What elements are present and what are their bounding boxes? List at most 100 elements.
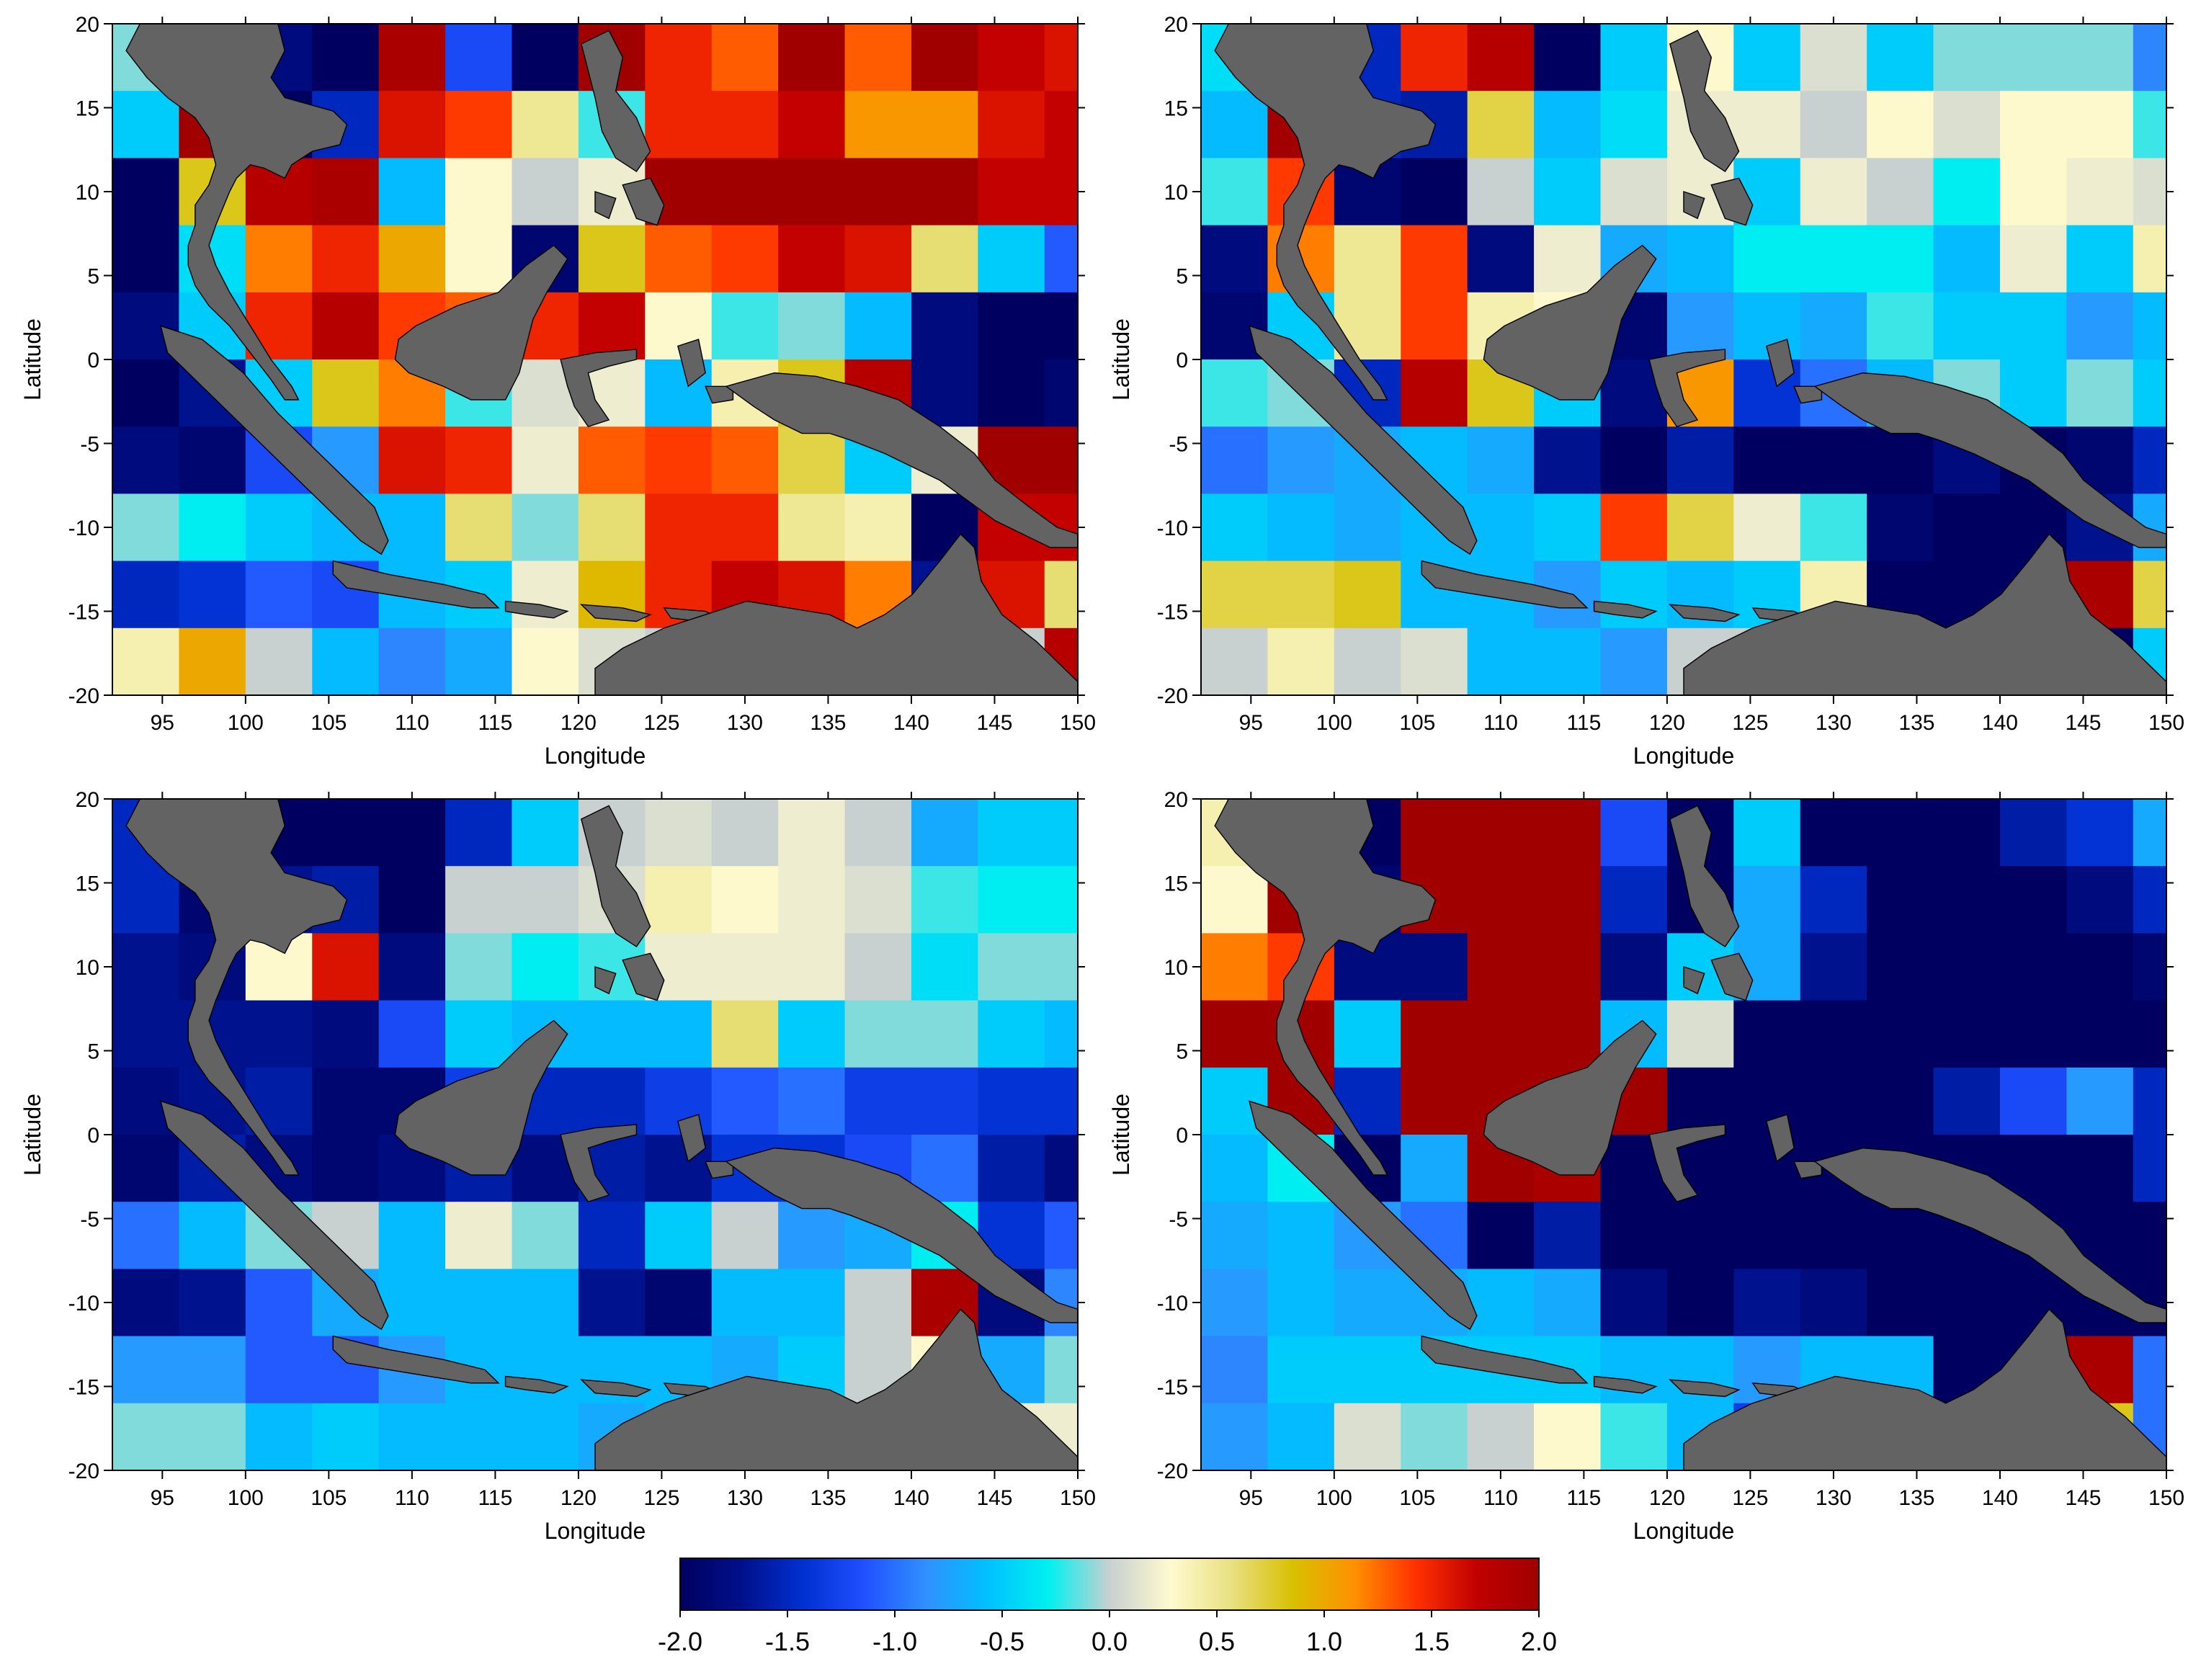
grid-cell bbox=[711, 1202, 779, 1269]
grid-cell bbox=[1201, 933, 1269, 1001]
grid-cell bbox=[2133, 1135, 2166, 1202]
grid-cell bbox=[1467, 225, 1535, 293]
y-tick-label: 20 bbox=[76, 788, 99, 812]
grid-cell bbox=[112, 91, 180, 158]
y-tick-label: 15 bbox=[1164, 872, 1188, 896]
grid-cell bbox=[1933, 24, 2001, 91]
grid-cell bbox=[312, 292, 380, 360]
grid-cell bbox=[1467, 933, 1535, 1001]
grid-cell bbox=[512, 1202, 579, 1269]
grid-cell bbox=[1733, 1269, 1801, 1337]
grid-cell bbox=[512, 560, 579, 629]
x-tick-label: 135 bbox=[810, 1486, 846, 1510]
grid-cell bbox=[645, 1000, 713, 1068]
grid-cell bbox=[112, 1336, 180, 1404]
x-tick-label: 150 bbox=[1060, 711, 1096, 735]
y-tick-label: 5 bbox=[1176, 1040, 1188, 1064]
grid-cell bbox=[445, 493, 513, 562]
grid-cell bbox=[1467, 799, 1535, 867]
grid-cell bbox=[578, 1067, 646, 1135]
grid-cell bbox=[1267, 1202, 1335, 1269]
grid-cell bbox=[645, 493, 713, 562]
grid-cell bbox=[1800, 493, 1867, 562]
grid-cell bbox=[112, 1202, 180, 1269]
grid-cell bbox=[1933, 1000, 2001, 1068]
panel-top-left: 95 100 105 110 115 120 125 130 135 140 145 15020151… bbox=[19, 13, 1096, 769]
x-tick-label: 145 bbox=[2065, 711, 2101, 735]
grid-cell bbox=[1933, 158, 2001, 226]
grid-cell bbox=[1467, 1269, 1535, 1337]
x-tick-label: 130 bbox=[727, 711, 763, 735]
grid-cell bbox=[112, 1269, 180, 1337]
y-tick-label: -10 bbox=[1157, 1292, 1188, 1315]
grid-cell bbox=[911, 225, 978, 293]
grid-cell bbox=[2066, 1000, 2134, 1068]
plot-area bbox=[112, 24, 1078, 695]
plot-area bbox=[1201, 24, 2166, 695]
grid-cell bbox=[1867, 493, 1934, 562]
grid-cell bbox=[1044, 1202, 1078, 1269]
grid-cell bbox=[445, 158, 513, 226]
y-tick-label: -10 bbox=[1157, 517, 1188, 540]
grid-cell bbox=[112, 426, 180, 494]
grid-cell bbox=[844, 933, 912, 1001]
x-tick-label: 110 bbox=[1483, 711, 1518, 735]
x-tick-label: 120 bbox=[561, 1486, 597, 1510]
x-tick-label: 100 bbox=[228, 711, 264, 735]
grid-cell bbox=[1999, 1000, 2067, 1068]
grid-cell bbox=[778, 933, 846, 1001]
grid-cell bbox=[312, 1067, 380, 1135]
y-tick-label: 10 bbox=[76, 956, 99, 980]
x-tick-label: 130 bbox=[727, 1486, 763, 1510]
grid-cell bbox=[378, 1403, 446, 1470]
y-tick-label: 0 bbox=[1176, 349, 1188, 372]
grid-cell bbox=[1044, 1000, 1078, 1068]
grid-cell bbox=[1999, 91, 2067, 158]
grid-cell bbox=[112, 560, 180, 629]
grid-cell bbox=[179, 1403, 246, 1470]
grid-cell bbox=[1733, 426, 1801, 494]
grid-cell bbox=[1534, 799, 1602, 867]
grid-cell bbox=[1334, 560, 1401, 629]
y-tick-label: -15 bbox=[1157, 601, 1188, 625]
y-tick-label: 20 bbox=[76, 13, 99, 37]
grid-cell bbox=[312, 24, 380, 91]
grid-cell bbox=[112, 1403, 180, 1470]
grid-cell bbox=[2133, 560, 2166, 629]
grid-cell bbox=[1867, 799, 1934, 867]
grid-cell bbox=[1867, 1269, 1934, 1337]
grid-cell bbox=[578, 1269, 646, 1337]
grid-cell bbox=[445, 426, 513, 494]
grid-cell bbox=[1933, 1269, 2001, 1337]
grid-cell bbox=[1201, 426, 1269, 494]
grid-cell bbox=[1666, 1000, 1734, 1068]
grid-cell bbox=[1999, 292, 2067, 360]
x-tick-label: 140 bbox=[893, 711, 929, 735]
grid-cell bbox=[312, 158, 380, 226]
grid-cell bbox=[778, 1067, 846, 1135]
x-tick-label: 100 bbox=[228, 1486, 264, 1510]
grid-cell bbox=[1467, 158, 1535, 226]
grid-cell bbox=[1733, 24, 1801, 91]
grid-cell bbox=[1666, 225, 1734, 293]
grid-cell bbox=[1867, 225, 1934, 293]
x-tick-label: 95 bbox=[151, 711, 174, 735]
x-axis-title: Longitude bbox=[545, 743, 646, 769]
grid-cell bbox=[844, 799, 912, 867]
grid-cell bbox=[312, 1000, 380, 1068]
grid-cell bbox=[445, 1202, 513, 1269]
grid-cell bbox=[378, 158, 446, 226]
colorbar-gradient bbox=[679, 1558, 1540, 1611]
plot-area bbox=[1201, 799, 2166, 1470]
grid-cell bbox=[1600, 426, 1668, 494]
grid-cell bbox=[1334, 1336, 1401, 1404]
grid-cell bbox=[378, 1000, 446, 1068]
grid-cell bbox=[1201, 225, 1269, 293]
grid-cell bbox=[1201, 560, 1269, 629]
grid-cell bbox=[378, 1202, 446, 1269]
grid-cell bbox=[2133, 1336, 2166, 1404]
grid-cell bbox=[778, 24, 846, 91]
grid-cell bbox=[1201, 1202, 1269, 1269]
grid-cell bbox=[245, 627, 313, 695]
